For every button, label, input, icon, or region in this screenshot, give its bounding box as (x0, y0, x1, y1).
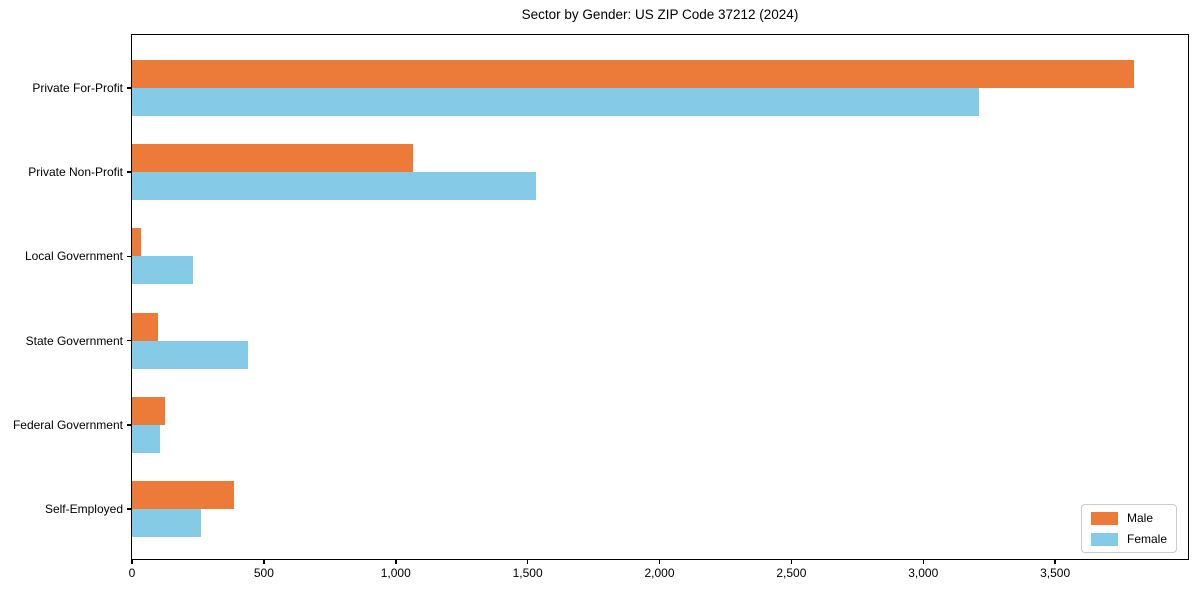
x-tick-mark (526, 559, 529, 564)
x-tick-mark (922, 559, 924, 564)
x-axis-label: 2,000 (644, 566, 675, 580)
bar-female (132, 88, 979, 116)
x-axis-label: 3,000 (908, 566, 939, 580)
bar-male (132, 396, 165, 425)
legend-item-female: Female (1090, 532, 1167, 546)
x-tick-mark (263, 559, 265, 564)
bar-male (132, 144, 413, 173)
bar-female (132, 256, 193, 285)
x-tick-mark (790, 559, 793, 564)
female-legend-swatch (1090, 532, 1118, 546)
male-legend-label: Male (1126, 511, 1153, 525)
bar-male (132, 312, 159, 341)
x-axis-label: 1,500 (512, 566, 543, 580)
x-axis-label: 1,000 (380, 566, 411, 580)
x-axis-label: 2,500 (776, 566, 807, 580)
y-tick-mark (127, 424, 132, 426)
y-tick-mark (127, 508, 132, 510)
y-tick-mark (127, 255, 132, 258)
male-legend-swatch (1090, 511, 1118, 525)
y-axis-label: State Government (25, 333, 123, 348)
x-tick-mark (395, 559, 397, 564)
bar-female (132, 509, 201, 537)
bar-female (132, 424, 160, 453)
y-axis-label: Self-Employed (44, 502, 123, 516)
bar-male (132, 60, 1135, 88)
bar-female (132, 340, 249, 369)
legend: Male Female (1080, 504, 1177, 553)
x-axis-label: 500 (253, 566, 274, 580)
y-axis-label: Private For-Profit (32, 81, 123, 95)
chart-title: Sector by Gender: US ZIP Code 37212 (202… (521, 7, 799, 22)
female-legend-label: Female (1126, 532, 1167, 546)
x-tick-mark (1054, 559, 1056, 564)
legend-item-male: Male (1090, 511, 1167, 525)
y-tick-mark (127, 171, 132, 173)
x-axis-label: 0 (128, 566, 136, 580)
plot-area: Male Female Private For-Profit Private No… (13, 34, 1189, 580)
x-tick-mark (131, 559, 133, 564)
bar-female (132, 172, 536, 201)
y-axis-label: Local Government (24, 249, 123, 264)
y-tick-mark (127, 87, 132, 89)
y-tick-mark (127, 339, 132, 342)
bar-male (132, 228, 142, 257)
y-axis-label: Federal Government (12, 417, 123, 432)
y-axis-label: Private Non-Profit (28, 165, 123, 180)
bar-male (132, 481, 234, 509)
x-tick-mark (658, 559, 661, 564)
x-axis-label: 3,500 (1040, 566, 1071, 580)
